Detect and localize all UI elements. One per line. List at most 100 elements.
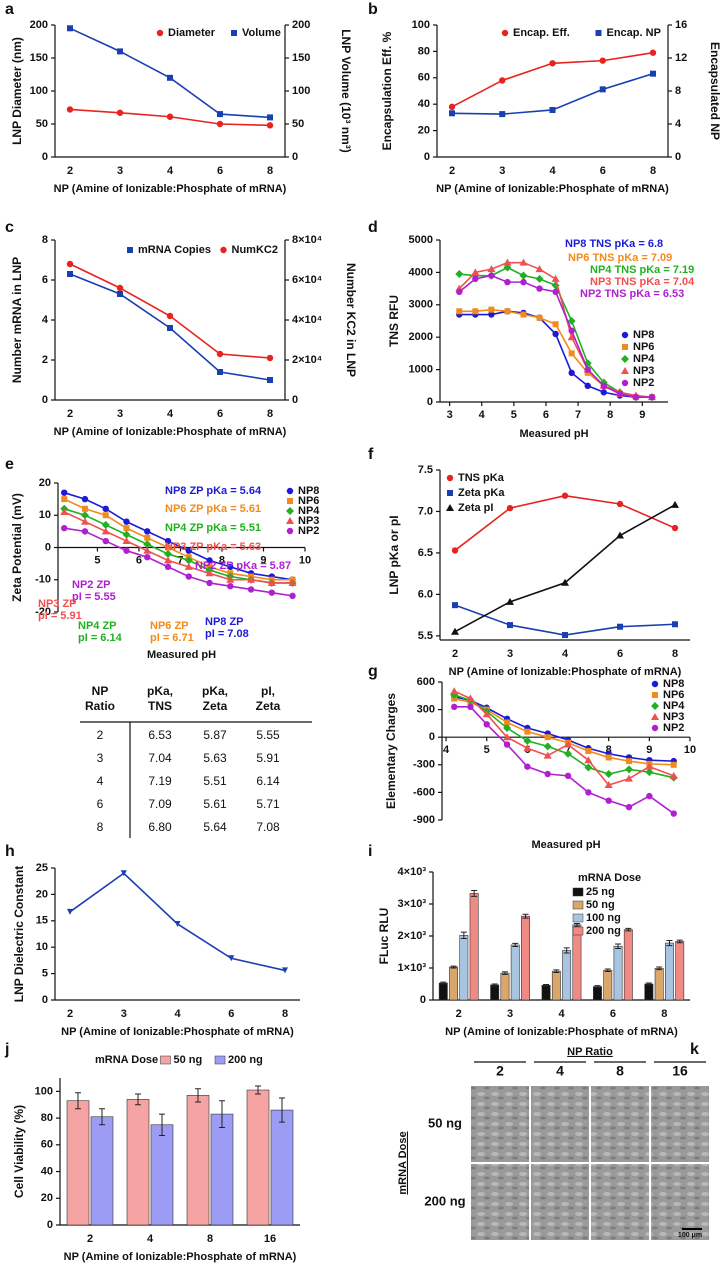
bar (90, 1116, 114, 1226)
x-tick-label: 4 (443, 744, 450, 756)
micrograph (531, 1086, 589, 1162)
marker (604, 781, 613, 789)
panel-label: k (690, 1041, 699, 1058)
marker (501, 29, 509, 37)
x-tick-label: 4 (558, 1008, 565, 1020)
marker (599, 57, 606, 64)
y-tick-label: 4000 (409, 266, 433, 278)
marker (604, 770, 613, 778)
row-label: 50 ng (428, 1115, 462, 1130)
x-tick-label: 2 (449, 165, 455, 177)
table-cell: 7.04 (148, 751, 172, 765)
marker (552, 321, 559, 328)
x-tick-label: 9 (260, 554, 266, 566)
annotation: NP2 TNS pKa = 6.53 (580, 288, 684, 300)
y-tick-label: 150 (30, 52, 48, 64)
legend-swatch (214, 1055, 226, 1065)
marker (544, 734, 551, 741)
annotation: pI = 5.55 (72, 591, 116, 603)
y-axis-label: Cell Viability (%) (12, 1105, 26, 1198)
marker (282, 967, 288, 974)
legend-swatch (572, 887, 584, 897)
error-bar (615, 943, 622, 949)
table-cell: 5.55 (256, 728, 280, 742)
x-axis-label: Measured pH (519, 428, 588, 440)
marker (504, 719, 511, 726)
marker (645, 768, 654, 777)
annotation: NP6 ZP pKa = 5.61 (165, 503, 261, 515)
panel-label: d (368, 219, 378, 236)
legend-title: mRNA Dose (578, 872, 641, 884)
marker (568, 327, 575, 334)
error-bar (522, 913, 529, 919)
x-axis-label: NP (Amine of Ionizable:Phosphate of mRNA… (54, 183, 287, 195)
marker (549, 60, 556, 67)
marker (536, 285, 543, 292)
marker (551, 274, 560, 282)
x-tick-label: 6 (617, 648, 623, 660)
y-tick-label: 0 (45, 541, 51, 553)
marker (523, 744, 532, 752)
legend-label: NP6 (633, 341, 654, 353)
marker (506, 504, 514, 512)
column-label: 16 (672, 1063, 688, 1079)
marker (670, 761, 677, 768)
marker (61, 524, 68, 532)
marker (616, 531, 624, 539)
marker (507, 622, 513, 629)
y-tick-label: 20 (36, 888, 48, 900)
legend-label: NP3 (633, 365, 654, 377)
bar (459, 935, 469, 1001)
annotation: pI = 6.14 (78, 632, 123, 644)
marker (174, 920, 181, 927)
x-axis-label: NP (Amine of Ionizable:Phosphate of mRNA… (449, 666, 682, 678)
y2-tick-label: 4 (675, 118, 682, 130)
marker (552, 330, 559, 338)
marker (651, 713, 659, 720)
error-bar (279, 1097, 285, 1123)
x-tick-label: 2 (67, 165, 73, 177)
y2-tick-label: 200 (292, 19, 310, 31)
error-bar (656, 966, 663, 971)
marker (503, 733, 512, 741)
marker (646, 792, 653, 800)
y-tick-label: 20 (418, 125, 430, 137)
legend-label: NP8 (298, 485, 319, 497)
marker (625, 774, 634, 782)
marker (123, 525, 130, 532)
marker (625, 803, 633, 811)
table-header: Zeta (203, 699, 228, 713)
error-bar (159, 1113, 165, 1136)
y-tick-label: -10 (35, 574, 51, 586)
marker (216, 120, 224, 128)
marker (671, 500, 679, 508)
marker (144, 553, 151, 561)
marker (652, 692, 658, 698)
y-tick-label: 0 (420, 994, 426, 1006)
legend-label: Encap. NP (607, 27, 661, 39)
marker (286, 527, 294, 535)
marker (101, 520, 110, 529)
marker (267, 578, 276, 586)
marker (449, 110, 455, 117)
marker (205, 569, 214, 577)
marker (451, 547, 459, 554)
marker (289, 592, 296, 600)
marker (60, 508, 69, 516)
marker (122, 537, 131, 545)
marker (645, 762, 654, 770)
error-bar (666, 939, 673, 947)
marker (123, 518, 130, 525)
error-bar (219, 1100, 225, 1128)
marker (167, 74, 173, 81)
legend-label: NP2 (663, 722, 684, 734)
marker (585, 789, 592, 796)
table-cell: 5.63 (203, 751, 227, 765)
marker (450, 687, 459, 695)
y2-tick-label: 150 (292, 52, 310, 64)
y-tick-label: 3×10³ (398, 898, 427, 910)
legend-label: NP4 (298, 505, 320, 517)
marker (506, 597, 514, 605)
grid-title: NP Ratio (567, 1046, 613, 1058)
annotation: NP3 ZP (38, 598, 77, 610)
